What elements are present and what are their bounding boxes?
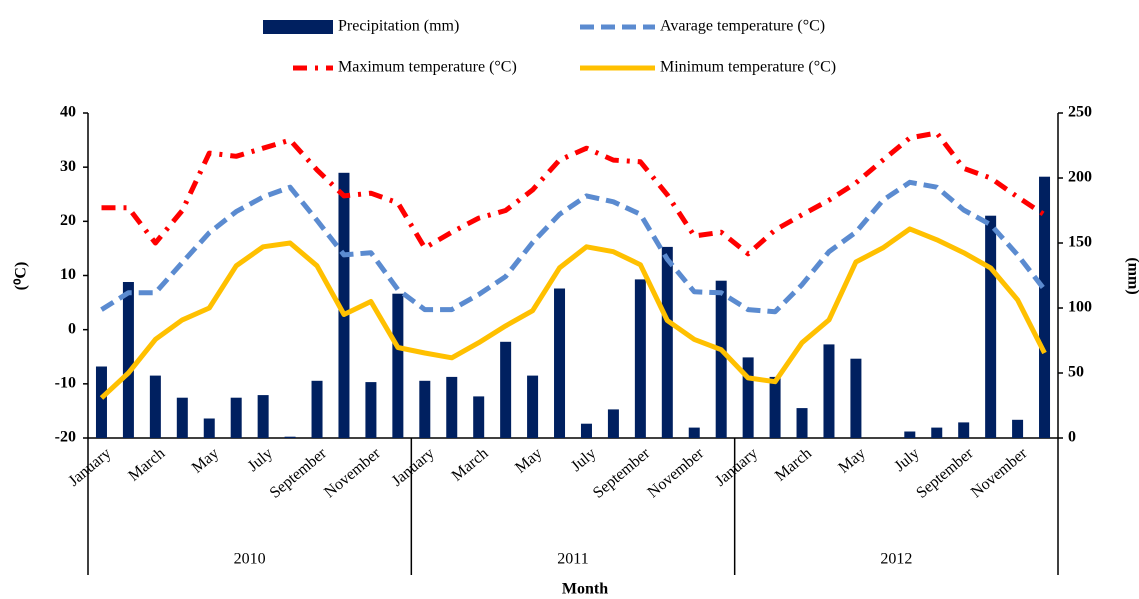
x-tick-label: September (590, 444, 654, 501)
y2-axis-title: (mm) (1124, 257, 1139, 294)
bar (715, 280, 727, 438)
x-tick-label: November (645, 444, 708, 501)
x-tick-label: September (267, 444, 331, 501)
bar (257, 395, 269, 438)
bar (634, 279, 646, 438)
bar (742, 357, 754, 438)
bar (985, 215, 997, 438)
x-tick-label: January (65, 445, 114, 490)
bar (500, 341, 512, 438)
bar (904, 431, 916, 438)
y2-tick-label: 150 (1068, 234, 1092, 251)
legend-label: Avarage temperature (°C) (660, 18, 825, 35)
y-tick-label: 10 (60, 266, 76, 283)
y2-tick-label: 50 (1068, 364, 1084, 381)
bar (203, 418, 215, 438)
y-axis-title: (⁰C) (13, 262, 30, 291)
x-tick-label: July (568, 445, 599, 475)
x-tick-label: July (245, 445, 276, 475)
legend-swatch (263, 20, 333, 34)
bar (149, 375, 161, 438)
x-tick-label: May (835, 445, 868, 477)
line (100, 179, 1047, 315)
bar (958, 422, 970, 438)
x-tick-label: September (913, 444, 977, 501)
bar (338, 172, 350, 439)
bar (1012, 419, 1024, 438)
x-tick-label: March (125, 445, 168, 485)
group-label: 2012 (880, 551, 912, 568)
group-label: 2011 (557, 551, 588, 568)
bar (419, 380, 431, 438)
x-tick-label: May (189, 445, 222, 477)
legend-label: Minimum temperature (°C) (660, 59, 836, 76)
bar (176, 397, 188, 438)
y-tick-label: -20 (55, 429, 76, 446)
bar (1039, 176, 1051, 438)
y2-tick-label: 250 (1068, 104, 1092, 121)
bar (230, 397, 242, 438)
bar (527, 375, 539, 438)
bar (122, 282, 134, 438)
x-tick-label: March (772, 445, 815, 485)
bar (473, 396, 485, 438)
x-tick-label: November (321, 444, 384, 501)
bar (607, 409, 619, 438)
bar (688, 427, 700, 438)
bar (311, 380, 323, 438)
x-tick-label: January (389, 445, 438, 490)
bar (392, 293, 404, 438)
group-label: 2010 (234, 551, 266, 568)
bar (446, 376, 458, 438)
bar (661, 246, 673, 438)
bar (850, 358, 862, 438)
legend-label: Maximum temperature (°C) (338, 59, 517, 76)
y-tick-label: 0 (68, 320, 76, 337)
line (99, 226, 1047, 400)
y2-tick-label: 0 (1068, 429, 1076, 446)
bar (580, 423, 592, 438)
x-tick-label: March (449, 445, 492, 485)
bar (554, 288, 566, 438)
y-tick-label: 30 (60, 158, 76, 175)
y-tick-label: 20 (60, 212, 76, 229)
x-tick-label: November (968, 444, 1031, 501)
bar (769, 376, 781, 438)
y-tick-label: 40 (60, 104, 76, 121)
x-axis-title: Month (562, 581, 608, 598)
y-tick-label: -10 (55, 375, 76, 392)
bar (823, 344, 835, 438)
bar (365, 382, 377, 438)
bar (95, 366, 107, 438)
x-tick-label: January (712, 445, 761, 490)
bar (284, 436, 296, 438)
x-tick-label: July (891, 445, 922, 475)
y2-tick-label: 200 (1068, 169, 1092, 186)
bar (931, 427, 943, 438)
x-tick-label: May (512, 445, 545, 477)
y2-tick-label: 100 (1068, 299, 1092, 316)
bar (796, 408, 808, 438)
legend-label: Precipitation (mm) (338, 18, 459, 35)
